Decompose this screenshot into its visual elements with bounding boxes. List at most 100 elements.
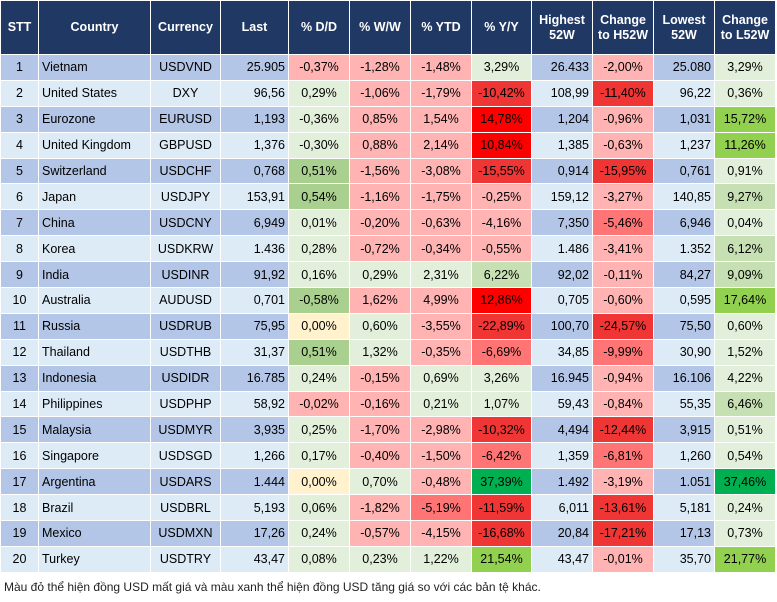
cell-ww: 0,60% [349,312,411,340]
cell-country: Mexico [38,520,151,547]
cell-chl: 6,12% [714,235,776,263]
cell-chh: -3,27% [592,183,654,211]
cell-ww: -0,20% [349,209,411,237]
cell-chl: 0,54% [714,442,776,470]
cell-chl: 9,09% [714,261,776,289]
cell-ytd: -5,19% [410,494,472,522]
cell-ytd: 1,22% [410,545,472,573]
cell-yy: 3,26% [471,364,532,392]
cell-country: Australia [38,287,151,314]
cell-yy: -10,32% [471,416,532,444]
cell-ww: 0,23% [349,545,411,573]
cell-stt: 1 [0,54,39,81]
cell-ww: -1,82% [349,494,411,522]
cell-ww: -1,06% [349,79,411,107]
cell-chh: -0,01% [592,545,654,573]
table-row: 9 India USDINR 91,92 0,16% 0,29% 2,31% 6,22% 92,… [0,261,776,289]
cell-chh: -13,61% [592,494,654,522]
cell-ytd: 1,54% [410,105,472,133]
column-header: STT [0,0,39,55]
cell-country: Philippines [38,390,151,418]
cell-currency: USDPHP [150,390,221,418]
cell-chh: -0,60% [592,287,654,314]
cell-stt: 8 [0,235,39,263]
cell-last: 58,92 [220,390,289,418]
cell-stt: 15 [0,416,39,444]
cell-ytd: 2,31% [410,261,472,289]
cell-chh: -24,57% [592,312,654,340]
cell-country: Japan [38,183,151,211]
cell-ytd: -1,50% [410,442,472,470]
cell-low: 17,13 [653,520,715,547]
cell-high: 59,43 [531,390,593,418]
cell-ytd: -1,48% [410,54,472,81]
cell-low: 96,22 [653,79,715,107]
cell-low: 0,595 [653,287,715,314]
cell-high: 92,02 [531,261,593,289]
cell-stt: 14 [0,390,39,418]
cell-dd: -0,36% [288,105,350,133]
cell-yy: -16,68% [471,520,532,547]
cell-currency: USDMYR [150,416,221,444]
cell-stt: 4 [0,131,39,159]
cell-chh: -11,40% [592,79,654,107]
cell-dd: 0,24% [288,520,350,547]
cell-chl: 0,36% [714,79,776,107]
cell-high: 16.945 [531,364,593,392]
cell-dd: 0,00% [288,312,350,340]
cell-low: 6,946 [653,209,715,237]
cell-last: 3,935 [220,416,289,444]
cell-last: 1,376 [220,131,289,159]
cell-ww: -1,28% [349,54,411,81]
cell-chh: -0,84% [592,390,654,418]
cell-currency: USDINR [150,261,221,289]
table-row: 11 Russia USDRUB 75,95 0,00% 0,60% -3,55% -22,8… [0,312,776,340]
cell-ytd: -3,55% [410,312,472,340]
cell-low: 35,70 [653,545,715,573]
cell-chh: -5,46% [592,209,654,237]
cell-chl: 4,22% [714,364,776,392]
cell-currency: USDBRL [150,494,221,522]
cell-ww: -1,16% [349,183,411,211]
cell-high: 4,494 [531,416,593,444]
cell-last: 25.905 [220,54,289,81]
cell-high: 0,914 [531,157,593,185]
table-row: 12 Thailand USDTHB 31,37 0,51% 1,32% -0,35% -6,… [0,338,776,366]
cell-dd: 0,01% [288,209,350,237]
cell-country: Malaysia [38,416,151,444]
header-row: STT Country Currency Last% D/D% W/W% YTD% Y… [0,0,776,55]
cell-high: 20,84 [531,520,593,547]
cell-stt: 13 [0,364,39,392]
table-row: 10 Australia AUDUSD 0,701 -0,58% 1,62% 4,99% 12… [0,287,776,314]
table-row: 18 Brazil USDBRL 5,193 0,06% -1,82% -5,19% -11,… [0,494,776,522]
cell-low: 84,27 [653,261,715,289]
cell-dd: 0,16% [288,261,350,289]
table-row: 17 Argentina USDARS 1.444 0,00% 0,70% -0,48% 37… [0,468,776,496]
column-header: Change to L52W [714,0,776,55]
cell-chh: -3,41% [592,235,654,263]
cell-yy: -6,69% [471,338,532,366]
column-header: Change to H52W [592,0,654,55]
cell-chl: 15,72% [714,105,776,133]
cell-stt: 12 [0,338,39,366]
cell-chl: 3,29% [714,54,776,81]
cell-ytd: -0,48% [410,468,472,496]
cell-dd: -0,58% [288,287,350,314]
cell-stt: 6 [0,183,39,211]
cell-currency: USDKRW [150,235,221,263]
cell-low: 1,031 [653,105,715,133]
cell-dd: -0,02% [288,390,350,418]
cell-high: 1.486 [531,235,593,263]
cell-country: Switzerland [38,157,151,185]
cell-ww: 0,88% [349,131,411,159]
cell-high: 34,85 [531,338,593,366]
cell-stt: 3 [0,105,39,133]
column-header: Lowest 52W [653,0,715,55]
cell-low: 1,237 [653,131,715,159]
cell-low: 3,915 [653,416,715,444]
cell-high: 43,47 [531,545,593,573]
table-row: 13 Indonesia USDIDR 16.785 0,24% -0,15% 0,69% 3… [0,364,776,392]
cell-dd: -0,37% [288,54,350,81]
cell-dd: 0,28% [288,235,350,263]
table-row: 8 Korea USDKRW 1.436 0,28% -0,72% -0,34% -0,55%… [0,235,776,263]
